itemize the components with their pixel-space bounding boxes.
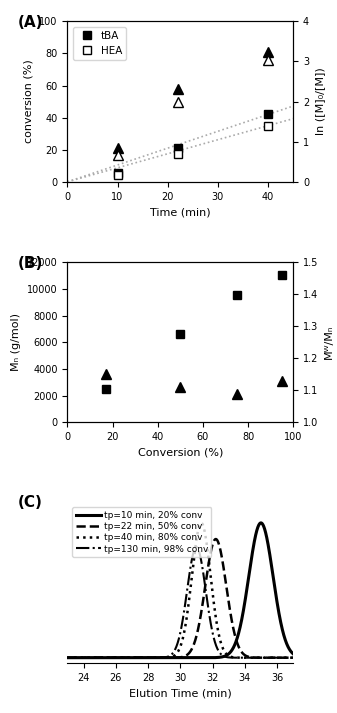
tp=40 min, 80% conv bbox=[291, 653, 295, 662]
tp=40 min, 80% conv bbox=[175, 649, 179, 657]
Y-axis label: ln ([M]₀/[M]): ln ([M]₀/[M]) bbox=[315, 68, 325, 135]
tp=22 min, 50% conv bbox=[285, 653, 289, 662]
tp=22 min, 50% conv bbox=[291, 653, 295, 662]
Line: tp=130 min, 98% conv: tp=130 min, 98% conv bbox=[67, 547, 293, 657]
tp=130 min, 98% conv bbox=[285, 653, 289, 662]
tp=130 min, 98% conv bbox=[285, 653, 289, 662]
tp=22 min, 50% conv bbox=[77, 653, 81, 662]
Text: (A): (A) bbox=[18, 15, 43, 30]
tp=40 min, 80% conv bbox=[285, 653, 289, 662]
tp=130 min, 98% conv bbox=[243, 653, 247, 662]
Line: tp=22 min, 50% conv: tp=22 min, 50% conv bbox=[67, 539, 293, 657]
tp=22 min, 50% conv bbox=[65, 653, 69, 662]
tp=40 min, 80% conv bbox=[77, 653, 81, 662]
tp=130 min, 98% conv bbox=[65, 653, 69, 662]
tp=10 min, 20% conv bbox=[259, 518, 263, 527]
tp=10 min, 20% conv bbox=[285, 640, 289, 648]
tp=22 min, 50% conv bbox=[169, 653, 173, 662]
tp=130 min, 98% conv bbox=[291, 653, 295, 662]
X-axis label: Time (min): Time (min) bbox=[150, 207, 211, 217]
tp=40 min, 80% conv bbox=[65, 653, 69, 662]
tp=10 min, 20% conv bbox=[77, 653, 81, 662]
tp=10 min, 20% conv bbox=[175, 653, 179, 662]
Text: (B): (B) bbox=[18, 256, 43, 271]
Line: tp=10 min, 20% conv: tp=10 min, 20% conv bbox=[67, 523, 293, 657]
Y-axis label: conversion (%): conversion (%) bbox=[24, 60, 34, 143]
tp=10 min, 20% conv bbox=[65, 653, 69, 662]
tp=22 min, 50% conv bbox=[285, 653, 289, 662]
tp=130 min, 98% conv bbox=[175, 640, 179, 649]
tp=130 min, 98% conv bbox=[169, 650, 173, 659]
tp=40 min, 80% conv bbox=[199, 518, 203, 527]
tp=22 min, 50% conv bbox=[243, 651, 247, 660]
X-axis label: Elution Time (min): Elution Time (min) bbox=[129, 688, 232, 698]
tp=10 min, 20% conv bbox=[285, 640, 289, 648]
Legend: tp=10 min, 20% conv, tp=22 min, 50% conv, tp=40 min, 80% conv, tp=130 min, 98% c: tp=10 min, 20% conv, tp=22 min, 50% conv… bbox=[72, 507, 212, 557]
tp=22 min, 50% conv bbox=[175, 653, 179, 662]
tp=40 min, 80% conv bbox=[169, 652, 173, 661]
tp=40 min, 80% conv bbox=[285, 653, 289, 662]
X-axis label: Conversion (%): Conversion (%) bbox=[137, 448, 223, 458]
Y-axis label: Mₙ (g/mol): Mₙ (g/mol) bbox=[11, 313, 21, 371]
tp=10 min, 20% conv bbox=[291, 650, 295, 658]
tp=130 min, 98% conv bbox=[77, 653, 81, 662]
tp=40 min, 80% conv bbox=[243, 653, 247, 662]
tp=130 min, 98% conv bbox=[194, 543, 198, 551]
Line: tp=40 min, 80% conv: tp=40 min, 80% conv bbox=[67, 523, 293, 657]
tp=22 min, 50% conv bbox=[214, 535, 218, 543]
Legend: tBA, HEA: tBA, HEA bbox=[72, 26, 126, 60]
Y-axis label: Mᵂ/Mₙ: Mᵂ/Mₙ bbox=[324, 325, 334, 359]
Text: (C): (C) bbox=[18, 495, 42, 510]
tp=10 min, 20% conv bbox=[243, 595, 247, 604]
tp=10 min, 20% conv bbox=[169, 653, 173, 662]
